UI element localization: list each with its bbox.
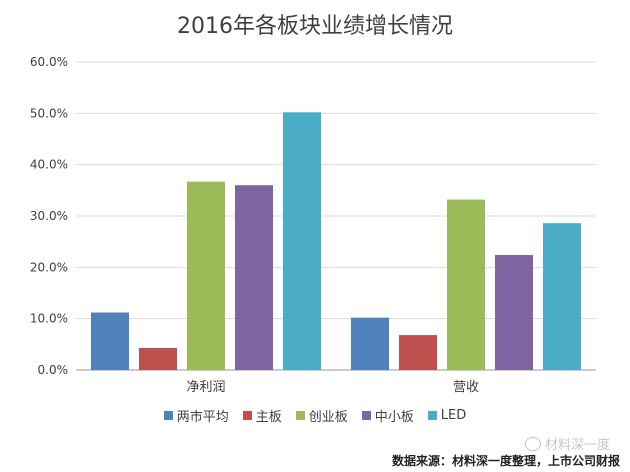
x-category-label: 净利润 [186, 380, 225, 395]
chat-bubble-icon [524, 436, 541, 451]
bar [447, 199, 485, 370]
bar [399, 335, 437, 370]
bar [187, 181, 225, 370]
bars [91, 112, 581, 370]
source-note: 数据来源：材料深一度整理，上市公司财报 [391, 454, 620, 468]
watermark-text: 材料深一度 [544, 438, 610, 453]
y-tick-label: 60.0% [30, 55, 68, 69]
legend-swatch [361, 411, 371, 420]
y-tick-label: 20.0% [30, 260, 68, 274]
category-labels: 净利润 营收 [186, 380, 479, 395]
y-tick-label: 10.0% [30, 312, 68, 326]
legend-label: 中小板 [374, 410, 414, 425]
y-axis-ticks: 0.0% 10.0% 20.0% 30.0% 40.0% 50.0% 60.0% [30, 55, 68, 377]
bar [139, 347, 177, 370]
legend-swatch [427, 411, 437, 420]
y-tick-label: 40.0% [30, 158, 68, 172]
legend-label: 主板 [255, 410, 282, 425]
y-tick-label: 0.0% [38, 363, 69, 377]
bar [351, 317, 389, 370]
bar [543, 223, 581, 370]
legend: 两市平均 主板 创业板 中小板 LED [0, 406, 630, 425]
bar [235, 185, 273, 370]
legend-item: 创业板 [295, 406, 348, 425]
bar [495, 255, 533, 370]
y-tick-label: 30.0% [30, 209, 68, 223]
legend-item: LED [427, 406, 467, 425]
y-tick-label: 50.0% [30, 106, 68, 120]
legend-swatch [242, 411, 252, 420]
bar [91, 312, 129, 370]
bar [283, 112, 321, 370]
legend-label: LED [440, 408, 467, 423]
legend-swatch [295, 411, 305, 420]
chart-title: 2016年各板块业绩增长情况 [177, 14, 453, 39]
legend-item: 主板 [242, 406, 282, 425]
legend-item: 中小板 [361, 406, 414, 425]
legend-label: 两市平均 [176, 410, 229, 425]
legend-item: 两市平均 [163, 406, 229, 425]
watermark: 材料深一度 [524, 434, 610, 453]
legend-swatch [163, 411, 173, 420]
legend-label: 创业板 [308, 410, 348, 425]
x-category-label: 营收 [453, 380, 479, 395]
